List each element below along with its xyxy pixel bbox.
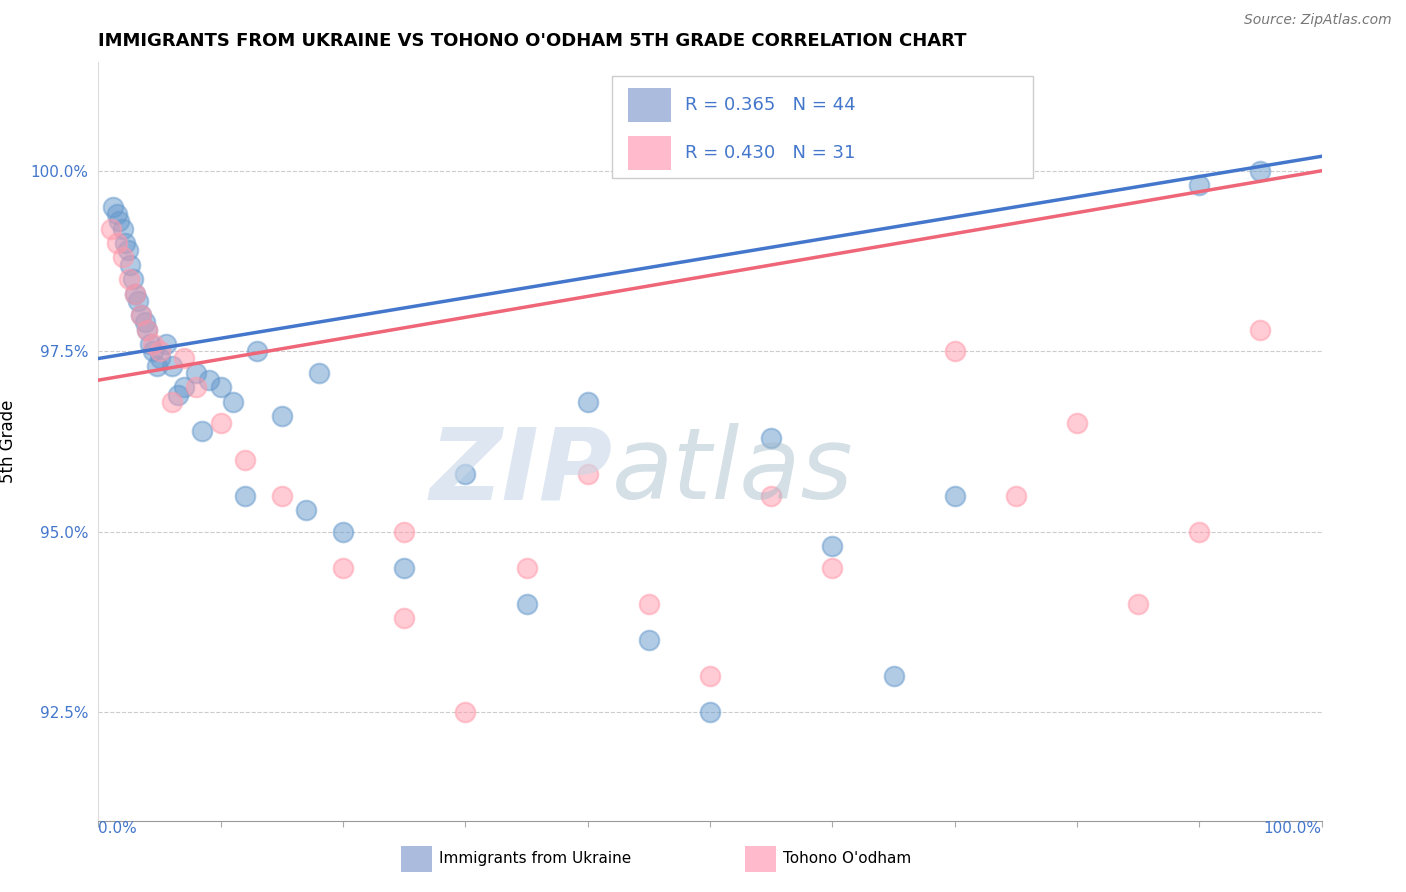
Point (142, 344, 165, 359)
Point (233, 452, 256, 467)
Point (222, 394, 245, 409)
Point (197, 373, 219, 387)
Point (127, 293, 149, 308)
Point (761, 489, 783, 503)
Point (295, 503, 318, 517)
Point (270, 489, 294, 503)
Point (142, 337, 165, 351)
Point (576, 394, 599, 409)
Text: 0.0%: 0.0% (98, 821, 138, 836)
Point (209, 417, 232, 431)
Y-axis label: 5th Grade: 5th Grade (0, 400, 17, 483)
Point (332, 561, 354, 575)
Point (149, 351, 172, 366)
Point (105, 235, 128, 250)
Point (191, 424, 214, 438)
Point (883, 669, 905, 683)
Point (1250, 323, 1272, 337)
Point (1128, 597, 1150, 611)
Point (1004, 489, 1026, 503)
Point (761, 431, 783, 445)
Point (136, 323, 159, 337)
Text: Source: ZipAtlas.com: Source: ZipAtlas.com (1244, 13, 1392, 28)
Point (111, 221, 134, 235)
Point (134, 315, 156, 329)
Point (117, 243, 139, 257)
Point (160, 394, 183, 409)
Point (943, 344, 966, 359)
Point (121, 272, 143, 286)
Point (308, 366, 330, 380)
Point (149, 344, 172, 359)
Point (155, 337, 177, 351)
Point (114, 235, 136, 250)
Text: R = 0.365   N = 44: R = 0.365 N = 44 (685, 96, 855, 114)
Point (186, 366, 208, 380)
Point (139, 337, 162, 351)
Point (160, 359, 183, 373)
Point (699, 669, 721, 683)
Point (129, 308, 152, 322)
Point (118, 272, 141, 286)
Point (637, 597, 661, 611)
Point (100, 221, 122, 235)
Text: R = 0.430   N = 31: R = 0.430 N = 31 (685, 145, 855, 162)
Point (516, 561, 538, 575)
Point (332, 524, 354, 539)
Point (101, 200, 124, 214)
Point (108, 214, 131, 228)
Point (246, 344, 269, 359)
Point (233, 489, 256, 503)
Point (111, 251, 134, 265)
Point (699, 706, 721, 720)
Point (120, 258, 142, 272)
Point (821, 539, 844, 553)
Point (173, 351, 195, 366)
Text: 100.0%: 100.0% (1264, 821, 1322, 836)
Point (124, 286, 146, 301)
Text: ZIP: ZIP (429, 424, 612, 520)
Point (209, 380, 232, 394)
Point (173, 380, 195, 394)
Point (270, 409, 294, 424)
Point (637, 633, 661, 648)
Point (167, 387, 190, 401)
Point (576, 467, 599, 481)
Point (136, 323, 159, 337)
Point (392, 611, 416, 625)
Point (454, 467, 477, 481)
Text: atlas: atlas (612, 424, 853, 520)
Point (821, 561, 844, 575)
Point (516, 597, 538, 611)
Text: IMMIGRANTS FROM UKRAINE VS TOHONO O'ODHAM 5TH GRADE CORRELATION CHART: IMMIGRANTS FROM UKRAINE VS TOHONO O'ODHA… (98, 32, 967, 50)
Point (392, 524, 416, 539)
Text: Immigrants from Ukraine: Immigrants from Ukraine (439, 852, 631, 866)
Point (146, 359, 169, 373)
Point (454, 706, 477, 720)
Point (1188, 178, 1211, 193)
Point (392, 561, 416, 575)
Point (1250, 163, 1272, 178)
Point (186, 380, 208, 394)
Text: Tohono O'odham: Tohono O'odham (783, 852, 911, 866)
Point (124, 286, 146, 301)
Point (943, 489, 966, 503)
Point (129, 308, 152, 322)
Point (1188, 524, 1211, 539)
Point (1066, 417, 1088, 431)
Point (105, 207, 128, 221)
